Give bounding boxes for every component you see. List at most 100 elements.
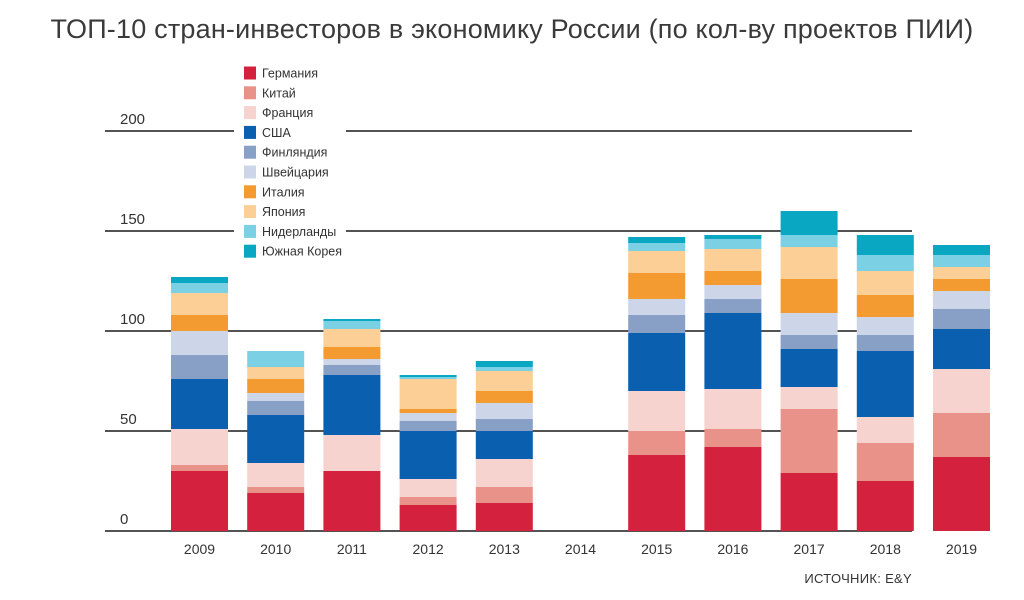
legend-label: Германия [262,67,318,81]
bar-segment [247,401,305,415]
bar-segment [856,235,914,255]
bar-segment [323,321,381,329]
bar-segment [323,347,381,359]
legend-swatch [244,145,256,159]
y-tick-label: 150 [120,211,145,228]
bar-segment [856,255,914,271]
bar-segment [399,379,457,409]
bar-segment [399,479,457,497]
x-tick-label: 2018 [870,541,901,557]
bar-segment [399,409,457,413]
legend-label: США [262,126,291,140]
legend-label: Япония [262,205,305,219]
bar-segment [704,447,762,531]
bar-segment [475,391,533,403]
bar-segment [323,435,381,471]
bar-segment [171,465,228,471]
bar-segment [704,389,762,429]
bar-segment [475,371,533,391]
legend-swatch [244,224,256,238]
bar-segment [780,473,838,531]
x-tick-label: 2014 [565,541,596,557]
legend-swatch [244,86,256,100]
bar-segment [399,431,457,479]
bar-segment [171,283,228,293]
bar-segment [780,409,838,473]
bar-segment [856,351,914,417]
legend-swatch [244,106,256,120]
bar-segment [247,487,305,493]
bar-segment [704,239,762,249]
x-tick-labels: 2009 2010 2011 2012 2013 2014 2015 2016 2017 2018… [184,541,977,557]
bar-segment [933,279,990,291]
bar-segment [399,421,457,431]
x-tick-label: 2015 [641,541,672,557]
bar-segment [856,417,914,443]
bar-segment [171,429,228,465]
bar-segment [856,295,914,317]
bar-segment [628,315,686,333]
bar-segment [399,377,457,379]
bar-segment [933,267,990,279]
x-tick-label: 2009 [184,541,215,557]
bar-segment [628,299,686,315]
bar-segment [628,243,686,251]
bar-segment [323,375,381,435]
bar-segment [628,333,686,391]
x-tick-label: 2013 [489,541,520,557]
y-tick-label: 0 [120,511,128,528]
bar-segment [247,493,305,531]
y-tick-labels: 0 50 100 150 200 [120,111,145,528]
bar-segment [704,285,762,299]
legend-swatch [244,244,256,258]
bar-segment [704,235,762,239]
source-note: ИСТОЧНИК: E&Y [804,571,912,586]
bar-segment [475,459,533,487]
legend-swatch [244,185,256,199]
legend-label: Китай [262,86,296,100]
bar-segment [475,403,533,419]
bar-segment [780,279,838,313]
bar-segment [323,319,381,321]
bar-segment [399,497,457,505]
legend-swatch [244,125,256,139]
bar-segment [780,313,838,335]
x-tick-label: 2019 [946,541,977,557]
bar-segment [933,309,990,329]
bar-segment [475,503,533,531]
bar-segment [171,331,228,355]
bar-segment [247,393,305,401]
x-tick-label: 2017 [794,541,825,557]
bar-segment [323,329,381,347]
chart-title: ТОП-10 стран-инвесторов в экономику Росс… [50,14,974,44]
bar-segment [171,379,228,429]
bar-segment [933,291,990,309]
bar-segment [628,273,686,299]
bar-segment [171,471,228,531]
bar-segment [628,251,686,273]
legend-swatch [244,66,256,80]
bar-segment [933,329,990,369]
bar-segment [628,431,686,455]
bar-segment [780,349,838,387]
bar-segment [933,413,990,457]
bar-segment [856,443,914,481]
bar-segment [399,375,457,377]
bar-segment [780,247,838,279]
legend-swatch [244,205,256,219]
bar-segment [780,387,838,409]
bar-segment [171,315,228,331]
bar-segment [780,235,838,247]
bar-segment [323,471,381,531]
bar-segment [933,255,990,267]
bar-segment [247,379,305,393]
bar-segment [933,369,990,413]
bar-segment [780,211,838,235]
y-tick-label: 200 [120,111,145,128]
bar-segment [628,391,686,431]
x-tick-label: 2016 [717,541,748,557]
legend: Германия Китай Франция США Финляндия Швейцари… [234,60,346,267]
bar-segment [704,429,762,447]
bar-segment [475,419,533,431]
